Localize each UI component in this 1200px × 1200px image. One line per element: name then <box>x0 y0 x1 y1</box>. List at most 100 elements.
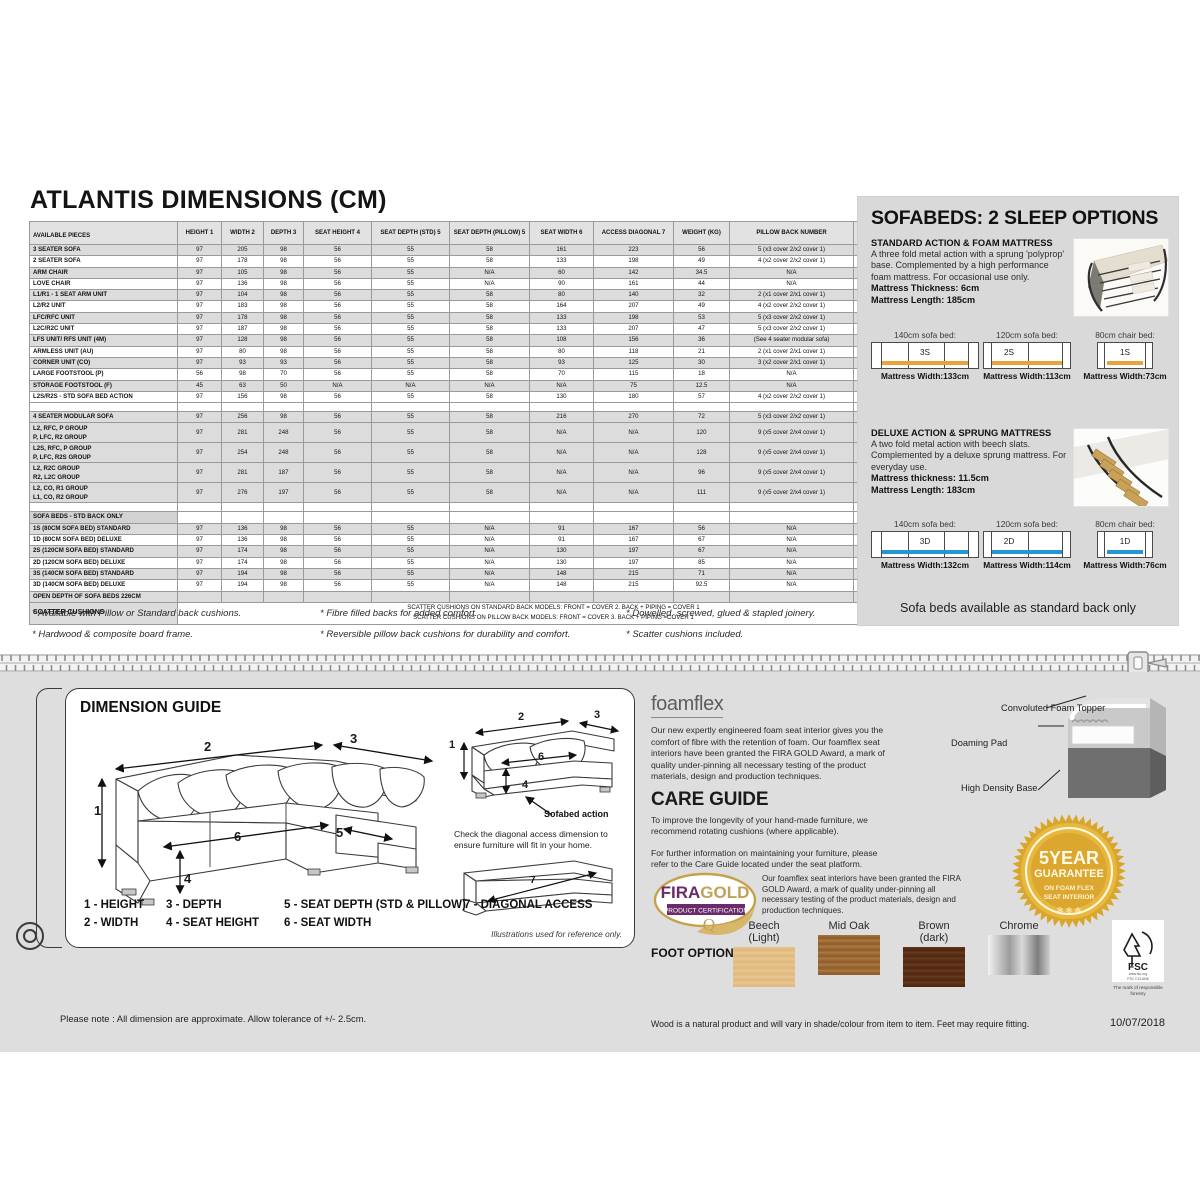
table-row: ARMLESS UNIT (AU) 97 80 98 56 55 58 80 118 21 2 (x… <box>29 345 930 358</box>
foot-option-mid-oak: Mid Oak <box>818 920 880 975</box>
table-row: 2 SEATER SOFA 97 178 98 56 55 58 133 198 49 4 (x2 … <box>29 255 930 268</box>
bed-figure-3d: 140cm sofa bed: 3D Mattress Width:132cm <box>871 519 979 570</box>
bed-caption-2d: 120cm sofa bed: <box>996 519 1058 529</box>
deluxe-bed-figures: 140cm sofa bed: 3D Mattress Width:132cm … <box>871 519 1169 577</box>
illustration-note: Illustrations used for reference only. <box>491 929 622 939</box>
standard-body: A three fold metal action with a sprung … <box>871 249 1065 282</box>
col-header-8: ACCESS DIAGONAL 7 <box>593 221 674 245</box>
spec-table-container: AVAILABLE PIECES HEIGHT 1 WIDTH 2 DEPTH 3 SE… <box>29 221 930 625</box>
table-row: L2, R2C GROUP R2, L2C GROUP 97 281 187 56 55 58… <box>29 462 930 484</box>
col-header-6: SEAT DEPTH (PILLOW) 5 <box>449 221 530 245</box>
legend-1: 1 - HEIGHT <box>84 899 145 911</box>
col-header-4: SEAT HEIGHT 4 <box>303 221 372 245</box>
diagonal-access-note: Check the diagonal access dimension to e… <box>454 829 608 850</box>
zipper-pull-icon <box>1127 651 1167 675</box>
foot-option-brown-dark: Brown (dark) <box>903 920 965 987</box>
note-2: Fibre filled backs for added comfort. <box>320 608 477 619</box>
legend-2: 2 - WIDTH <box>84 917 139 929</box>
table-spacer-row <box>29 402 930 413</box>
foam-label-high-density-base: High Density Base <box>961 783 1038 793</box>
legend-3: 3 - DEPTH <box>166 899 222 911</box>
bed-caption-1d: 80cm chair bed: <box>1095 519 1155 529</box>
svg-text:5YEAR: 5YEAR <box>1039 848 1099 868</box>
legend-6: 6 - SEAT WIDTH <box>284 917 372 929</box>
table-row: L2S, RFC, P GROUP P, LFC, R2S GROUP 97 254 2… <box>29 442 930 464</box>
bed-width-2s: Mattress Width:113cm <box>983 371 1071 381</box>
standard-thickness: Mattress Thickness: 6cm <box>871 283 980 294</box>
col-header-3: DEPTH 3 <box>263 221 304 245</box>
callout-1: 1 <box>94 803 102 818</box>
bed-figure-1d: 80cm chair bed: 1D Mattress Width:76cm <box>1081 519 1169 570</box>
sofabeds-panel: SOFABEDS: 2 SLEEP OPTIONS STANDARD ACTIO… <box>857 196 1179 626</box>
open-depth-row: OPEN DEPTH OF SOFA BEDS 226CM <box>29 590 930 603</box>
foot-caption-chrome: Chrome <box>999 920 1039 932</box>
table-row: 3D (140CM SOFA BED) DELUXE 97 194 98 56 55 N/A… <box>29 579 930 592</box>
col-header-10: PILLOW BACK NUMBER <box>729 221 854 245</box>
note-4: Dowelled, screwed, glued & stapled joine… <box>626 608 815 619</box>
dimension-guide-title: DIMENSION GUIDE <box>80 699 222 716</box>
svg-text:SEAT INTERIOR: SEAT INTERIOR <box>1044 894 1095 901</box>
foamflex-logo: foamflex <box>651 693 724 718</box>
bed-code-2s: 2S <box>1003 348 1014 357</box>
table-section-header: SOFA BEDS - STD BACK ONLY <box>29 511 930 524</box>
document-date: 10/07/2018 <box>1110 1017 1166 1029</box>
legend-5: 5 - SEAT DEPTH (STD & PILLOW) <box>284 899 466 911</box>
standard-heading: STANDARD ACTION & FOAM MATTRESS <box>871 238 1053 248</box>
bed-caption-2s: 120cm sofa bed: <box>996 330 1058 340</box>
svg-text:7: 7 <box>530 875 536 886</box>
svg-text:PRODUCT CERTIFICATION: PRODUCT CERTIFICATION <box>664 908 748 915</box>
foot-swatch-chrome <box>988 935 1050 975</box>
table-row: 3 SEATER SOFA 97 205 98 56 55 58 161 223 56 5 (x3 … <box>29 243 930 257</box>
bed-diagram-1d: 1D <box>1097 531 1153 558</box>
table-row: LARGE FOOTSTOOL (P) 56 98 70 56 55 58 70 115 18 N/… <box>29 368 930 381</box>
bed-diagram-3s: 3S <box>871 342 979 369</box>
svg-text:✻ ✻ ✻: ✻ ✻ ✻ <box>1057 906 1082 915</box>
callout-1b: 1 <box>449 739 456 751</box>
deluxe-heading: DELUXE ACTION & SPRUNG MATTRESS <box>871 428 1052 438</box>
dimension-guide-bracket <box>36 688 62 948</box>
callout-3b: 3 <box>594 709 601 721</box>
table-row: LFC/RFC UNIT 97 178 98 56 55 58 133 198 53 5 (x3 c… <box>29 311 930 325</box>
page-title: ATLANTIS DIMENSIONS (CM) <box>30 186 387 214</box>
bed-width-1s: Mattress Width:73cm <box>1083 371 1167 381</box>
guarantee-badge: 5YEAR GUARANTEE ON FOAM FLEX SEAT INTERI… <box>1010 812 1128 930</box>
callout-4b: 4 <box>522 779 529 791</box>
svg-text:FSC C131836: FSC C131836 <box>1127 977 1149 981</box>
deluxe-thickness: Mattress thickness: 11.5cm <box>871 473 989 484</box>
wood-note: Wood is a natural product and will vary … <box>651 1019 1030 1029</box>
bed-width-2d: Mattress Width:114cm <box>983 560 1071 570</box>
col-header-2: WIDTH 2 <box>221 221 264 245</box>
table-row: 4 SEATER MODULAR SOFA 97 256 98 56 55 58 216 270… <box>29 411 930 424</box>
table-row: L2, RFC, P GROUP P, LFC, R2 GROUP 97 281 248… <box>29 422 930 444</box>
deluxe-action-photo <box>1073 428 1169 507</box>
fira-description: Our foamflex seat interiors have been gr… <box>762 874 961 915</box>
dimension-guide-card: DIMENSION GUIDE <box>65 688 635 948</box>
bed-code-3d: 3D <box>919 537 931 546</box>
note-0: Available with Pillow or Standard back c… <box>32 608 241 619</box>
svg-text:www.fsc.org: www.fsc.org <box>1129 972 1147 976</box>
table-spacer-row <box>29 502 930 513</box>
foot-swatch-mid-oak <box>818 935 880 975</box>
deluxe-action-block: DELUXE ACTION & SPRUNG MATTRESS A two fo… <box>871 428 1169 507</box>
col-header-0: AVAILABLE PIECES <box>29 221 178 245</box>
standard-action-photo <box>1073 238 1169 317</box>
foot-swatch-brown-dark <box>903 947 965 987</box>
bed-figure-3s: 140cm sofa bed: 3S Mattress Width:133cm <box>871 330 979 381</box>
table-row: 1S (80CM SOFA BED) STANDARD 97 136 98 56 55 N/… <box>29 522 930 536</box>
callout-2b: 2 <box>518 711 525 723</box>
foamflex-body: Our new expertly engineered foam seat in… <box>651 725 885 781</box>
note-5: Scatter cushions included. <box>626 629 743 640</box>
table-header-row: AVAILABLE PIECES HEIGHT 1 WIDTH 2 DEPTH 3 SE… <box>29 221 930 245</box>
foam-label-convoluted: Convoluted Foam Topper <box>1001 703 1106 713</box>
note-1: Hardwood & composite board frame. <box>32 629 193 640</box>
svg-text:Q: Q <box>703 915 715 934</box>
table-row: LFS UNIT/ RFS UNIT (4M) 97 128 98 56 55 58 108 1… <box>29 334 930 347</box>
bed-code-2d: 2D <box>1003 537 1015 546</box>
legend-7: 7 - DIAGONAL ACCESS <box>464 899 593 911</box>
foam-label-doaming-pad: Doaming Pad <box>951 738 1008 748</box>
legend-4: 4 - SEAT HEIGHT <box>166 917 260 929</box>
bed-width-3s: Mattress Width:133cm <box>881 371 969 381</box>
foam-cutaway-diagram <box>1068 698 1166 798</box>
foot-option-chrome: Chrome <box>988 920 1050 975</box>
